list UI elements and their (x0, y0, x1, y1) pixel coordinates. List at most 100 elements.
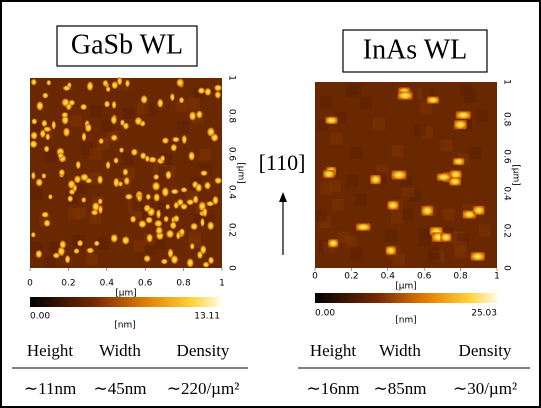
quantum-dot (111, 101, 117, 109)
quantum-dot (211, 133, 219, 142)
quantum-dot (165, 203, 170, 210)
quantum-dot (143, 255, 151, 262)
quantum-dot (31, 78, 37, 86)
quantum-dot (153, 174, 160, 180)
afm-texture (372, 117, 385, 130)
table-header: Density (177, 341, 230, 360)
quantum-dot (186, 258, 194, 268)
table-header: Width (99, 341, 141, 360)
y-unit: [µm] (236, 162, 246, 184)
quantum-dot (138, 220, 147, 228)
quantum-dot (200, 218, 205, 227)
quantum-dot (154, 220, 163, 227)
quantum-dot (123, 177, 130, 185)
quantum-dot (204, 88, 212, 96)
afm-texture (97, 237, 110, 250)
quantum-dot (63, 127, 70, 137)
quantum-dot (74, 175, 81, 184)
quantum-dot (173, 201, 179, 209)
afm-texture (44, 255, 57, 268)
quantum-dot (145, 216, 153, 224)
colorbar-min: 0.00 (30, 312, 50, 322)
y-tick-label: 0 (227, 265, 237, 271)
afm-texture (359, 96, 372, 109)
quantum-dot (200, 245, 207, 255)
x-tick-label: 0.4 (100, 279, 115, 289)
quantum-dot (125, 79, 130, 87)
quantum-dot (140, 95, 148, 104)
afm-texture (402, 185, 415, 198)
quantum-dot (449, 170, 462, 179)
quantum-dot (176, 231, 181, 240)
quantum-dot (165, 170, 172, 180)
quantum-dot (156, 209, 161, 219)
panel-title: GaSb WL (71, 29, 183, 60)
afm-texture (427, 247, 440, 260)
afm-texture (400, 208, 413, 221)
afm-texture (418, 234, 431, 247)
quantum-dot (62, 85, 71, 91)
quantum-dot (181, 135, 187, 144)
y-tick-label: 0 (502, 265, 512, 271)
quantum-dot (440, 233, 452, 242)
afm-texture (345, 85, 358, 98)
quantum-dot (179, 228, 185, 236)
quantum-dot (111, 81, 118, 89)
quantum-dot (214, 177, 222, 184)
quantum-dot (122, 168, 129, 176)
table-value: ∼85nm (374, 379, 427, 398)
quantum-dot (125, 193, 133, 200)
quantum-dot (146, 233, 153, 243)
y-tick-label: 0.6 (502, 149, 512, 164)
quantum-dot (31, 118, 38, 125)
quantum-dot (163, 216, 169, 223)
afm-texture (350, 146, 363, 159)
colorbar (30, 297, 220, 307)
afm-texture (86, 253, 99, 266)
quantum-dot (42, 92, 49, 99)
quantum-dot (51, 120, 56, 130)
quantum-dot (387, 200, 399, 210)
y-tick-label: 0.2 (502, 224, 512, 238)
quantum-dot (161, 258, 168, 265)
quantum-dot (167, 248, 174, 258)
quantum-dot (196, 110, 203, 119)
afm-texture (131, 198, 144, 211)
quantum-dot (186, 199, 194, 206)
quantum-dot (207, 221, 214, 230)
quantum-dot (105, 86, 111, 92)
quantum-dot (323, 170, 335, 178)
afm-texture (330, 132, 343, 145)
x-tick-label: 0 (312, 272, 318, 282)
quantum-dot (188, 151, 195, 161)
y-tick-label: 0.8 (502, 112, 512, 127)
quantum-dot (145, 193, 151, 200)
quantum-dot (177, 198, 184, 206)
afm-texture (350, 248, 363, 261)
title-box (342, 29, 488, 73)
afm-texture (89, 105, 102, 118)
quantum-dot (134, 117, 142, 126)
quantum-dot (170, 93, 175, 102)
quantum-dot (41, 173, 47, 179)
x-unit: [µm] (115, 289, 137, 299)
quantum-dot (123, 122, 129, 130)
quantum-dot (91, 209, 98, 216)
afm-texture (122, 167, 135, 180)
quantum-dot (214, 91, 221, 99)
quantum-dot (68, 99, 75, 106)
table-header: Density (459, 341, 512, 360)
afm-texture (70, 115, 83, 128)
quantum-dot (52, 252, 60, 259)
panel-title: InAs WL (363, 34, 467, 65)
quantum-dot (92, 202, 100, 211)
quantum-dot (171, 255, 178, 264)
afm-texture (390, 211, 403, 224)
afm-texture (328, 180, 341, 193)
quantum-dot (85, 123, 92, 133)
quantum-dot (65, 255, 71, 264)
x-tick-label: 0.8 (453, 272, 468, 282)
afm-texture (391, 145, 404, 158)
quantum-dot (195, 183, 202, 192)
